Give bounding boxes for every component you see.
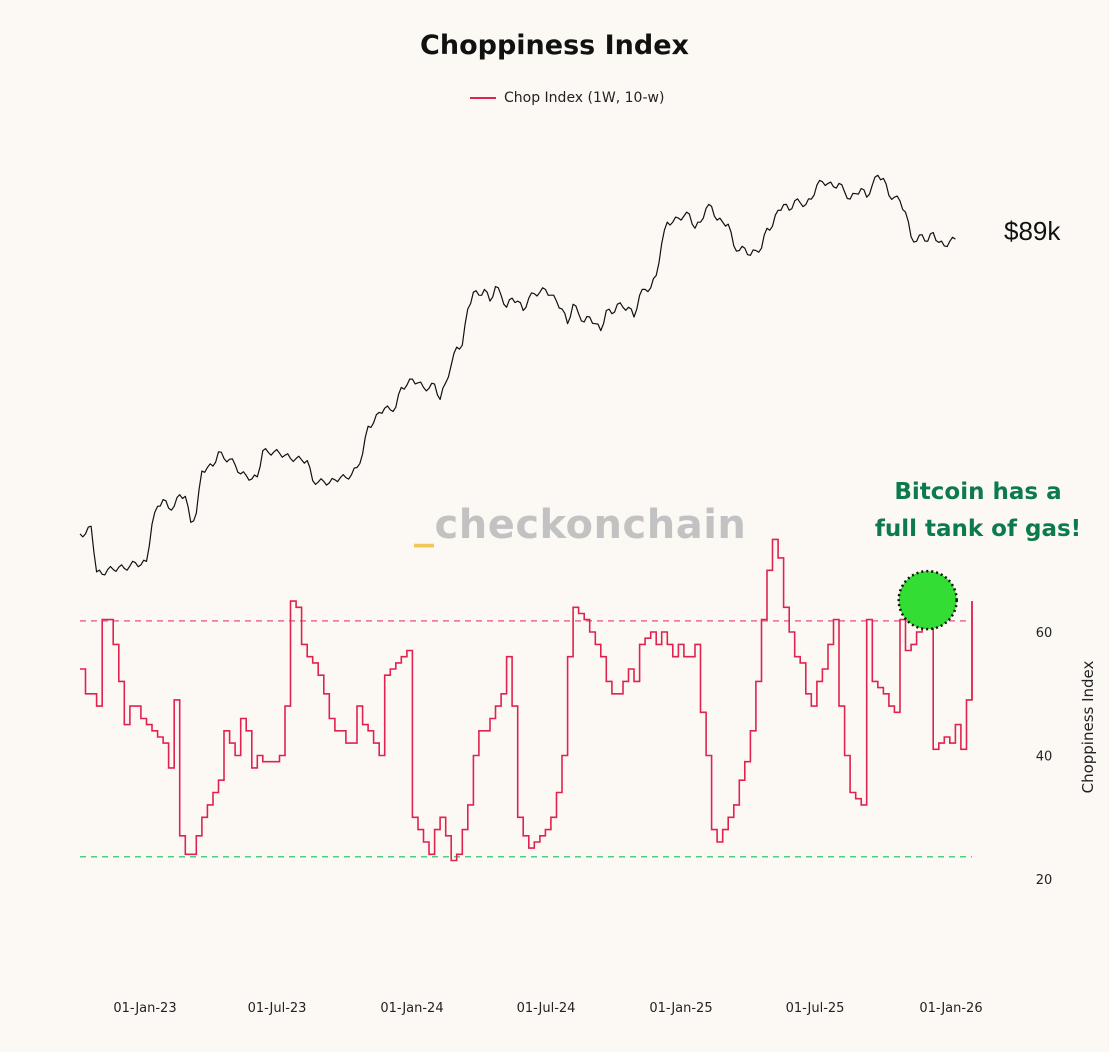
x-tick-label: 01-Jul-24	[517, 1001, 576, 1016]
chart-legend: Chop Index (1W, 10-w)	[470, 90, 664, 106]
x-tick-label: 01-Jan-24	[380, 1001, 443, 1016]
x-tick-label: 01-Jul-25	[786, 1001, 845, 1016]
price-series-line	[79, 174, 956, 576]
x-tick-label: 01-Jan-26	[919, 1001, 982, 1016]
watermark: _checkonchain	[414, 502, 746, 548]
x-tick-label: 01-Jul-23	[248, 1001, 307, 1016]
x-tick-label: 01-Jan-23	[113, 1001, 176, 1016]
chart-title: Choppiness Index	[420, 30, 689, 61]
y-axis-label: Choppiness Index	[1079, 660, 1097, 794]
y-tick-label: 20	[1036, 873, 1053, 888]
watermark-text: checkonchain	[434, 502, 747, 548]
y-tick-label: 60	[1036, 626, 1053, 641]
annotation-text: Bitcoin has a full tank of gas!	[868, 474, 1088, 548]
legend-swatch-chop	[470, 97, 496, 99]
x-tick-label: 01-Jan-25	[649, 1001, 712, 1016]
y-tick-label: 40	[1036, 750, 1053, 765]
legend-label-chop: Chop Index (1W, 10-w)	[504, 90, 665, 106]
annotation-line-2: full tank of gas!	[874, 516, 1082, 542]
chop-index-series-line	[80, 538, 973, 862]
price-label: $89k	[1004, 216, 1061, 246]
annotation-line-1: Bitcoin has a	[894, 479, 1062, 505]
watermark-prefix: _	[414, 502, 435, 548]
highlight-circle	[897, 569, 958, 631]
